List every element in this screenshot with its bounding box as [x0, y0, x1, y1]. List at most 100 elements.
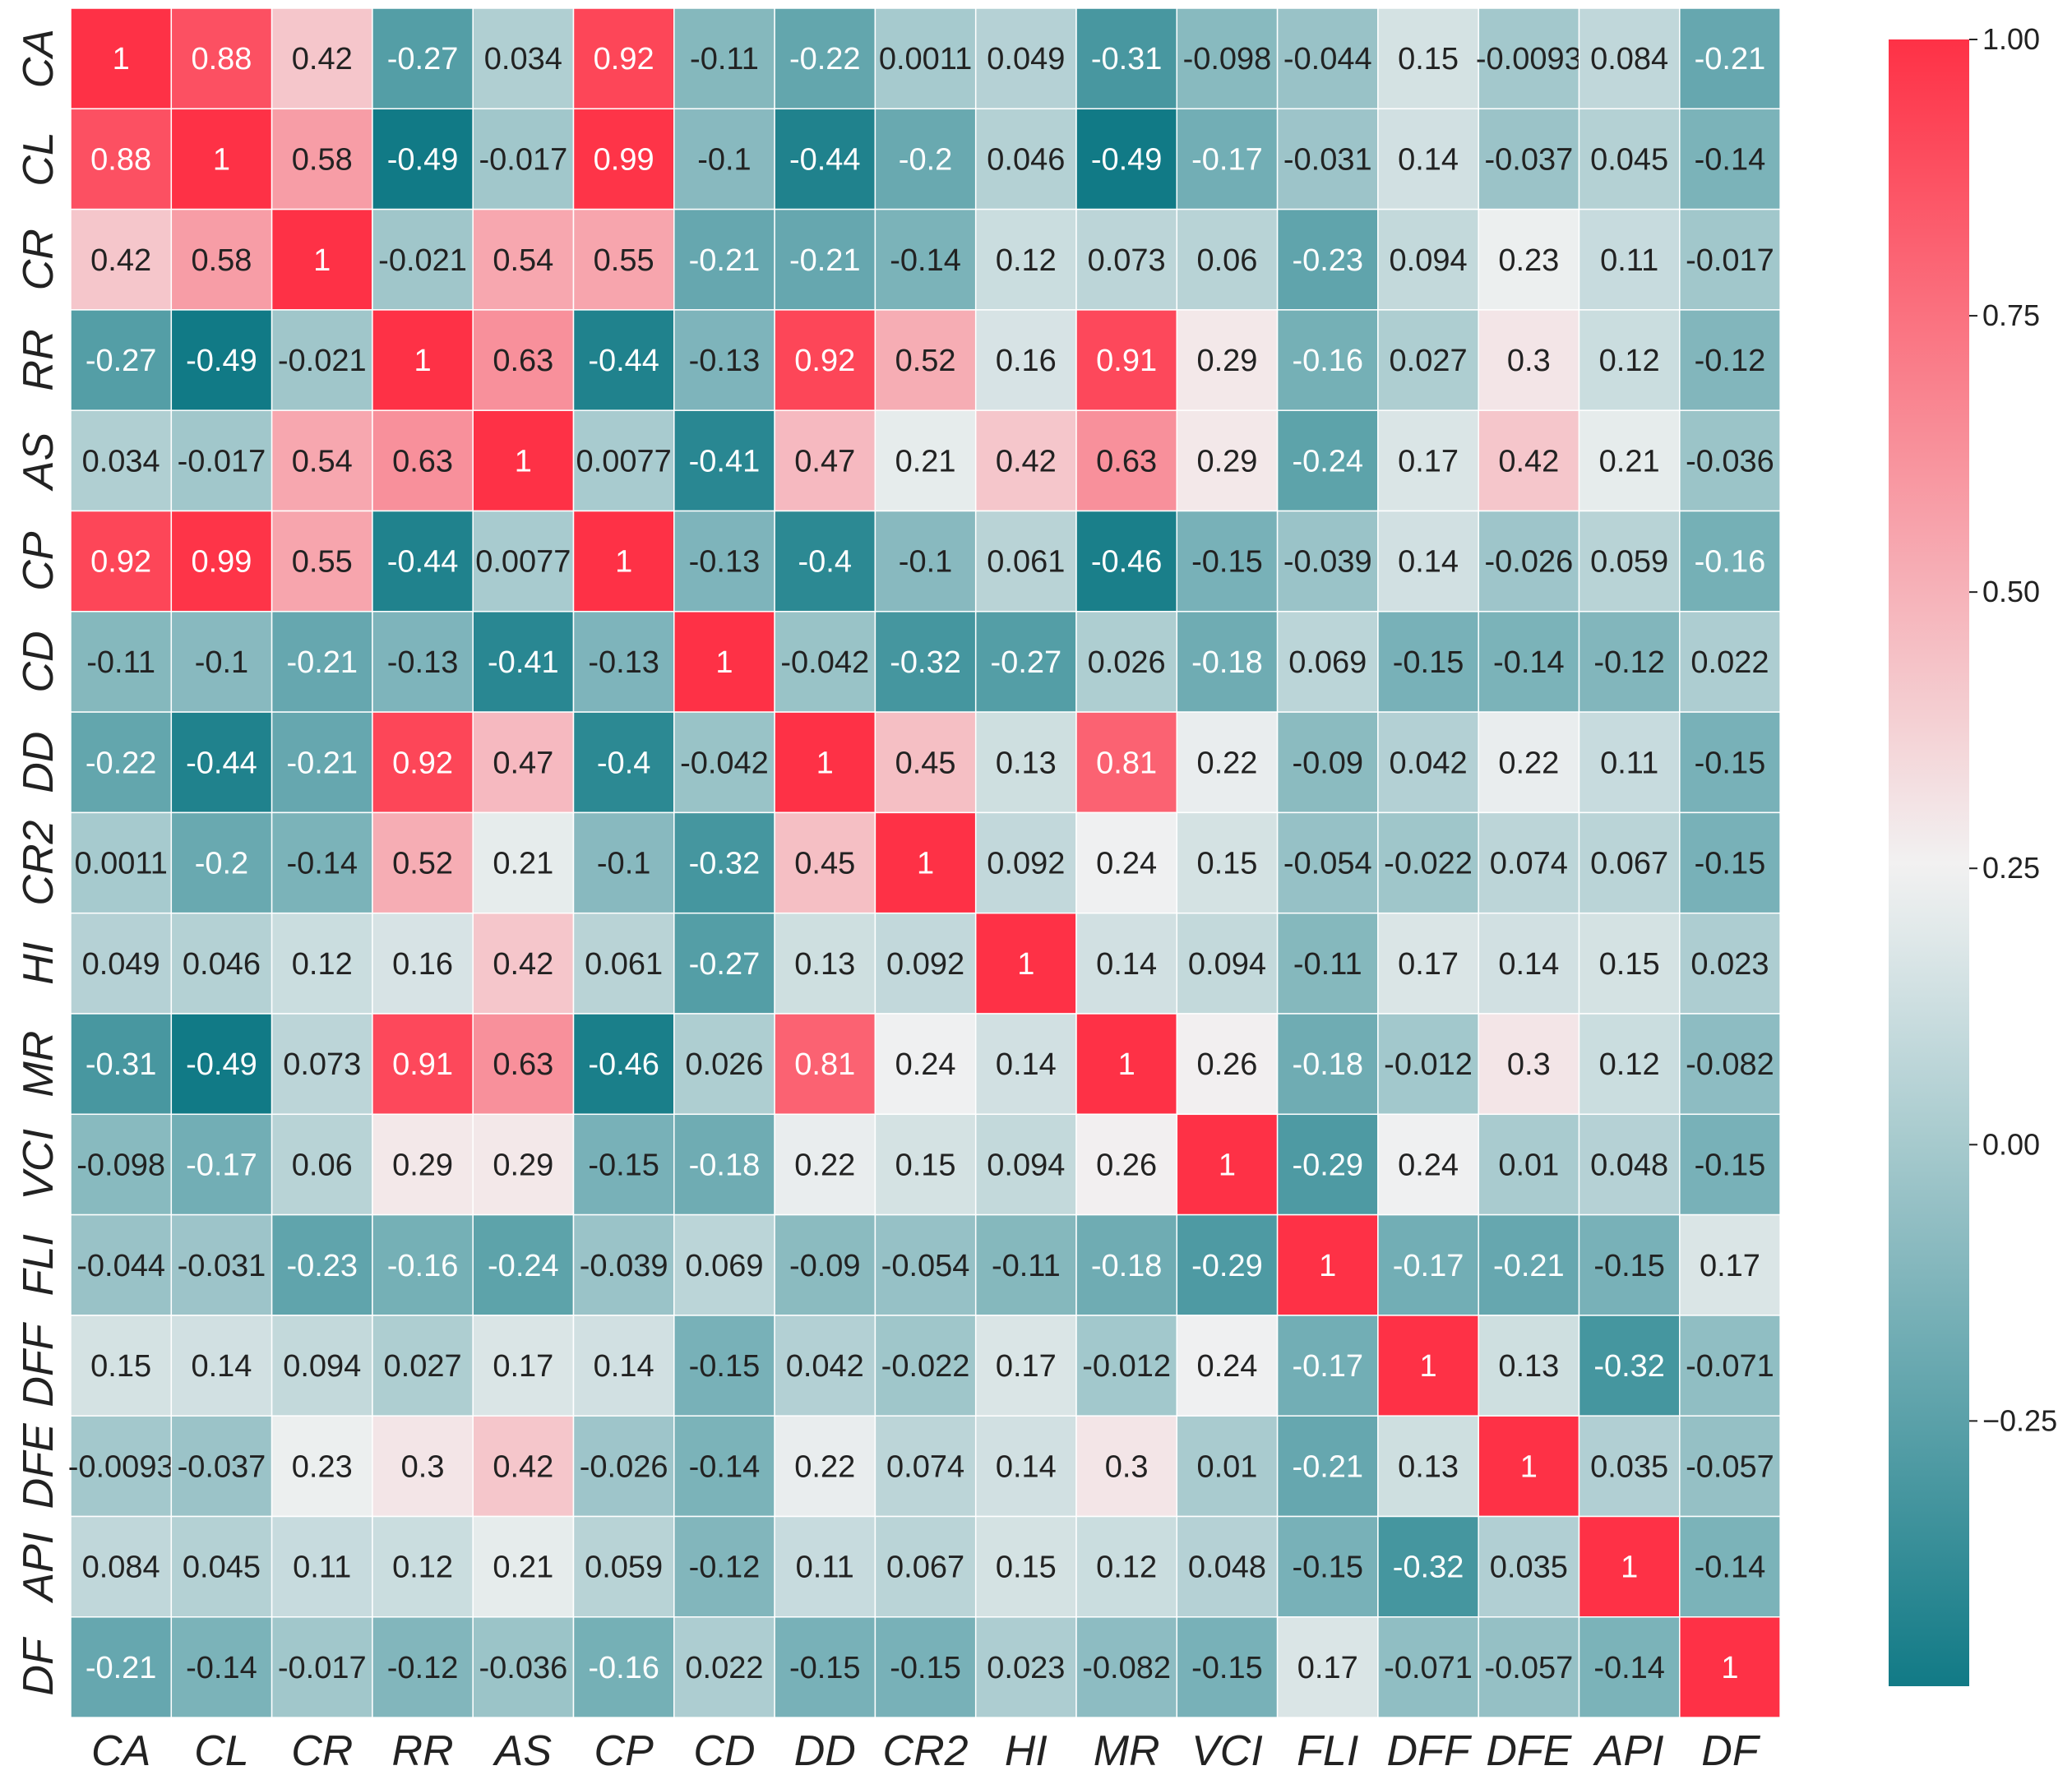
heatmap-cell-CA-AS	[472, 7, 575, 110]
heatmap-cell-value: -0.082	[1082, 1651, 1171, 1685]
colorbar-tick-label: −0.25	[1982, 1403, 2057, 1437]
heatmap-cell-DF-CR2	[874, 1616, 977, 1718]
heatmap-cell-value: 0.061	[987, 545, 1065, 580]
heatmap-cell-AS-DF	[1679, 409, 1781, 512]
heatmap-cell-value: 0.046	[183, 947, 261, 982]
heatmap-cell-CR2-API	[1578, 811, 1681, 914]
y-tick-label: VCI	[15, 1129, 62, 1200]
heatmap-cell-CA-DF	[1679, 7, 1781, 110]
heatmap-cell-value: -0.49	[1091, 142, 1163, 177]
x-tick-label: RR	[391, 1727, 453, 1775]
heatmap-cell-value: 0.042	[1390, 746, 1468, 780]
heatmap-cell-API-HI	[974, 1515, 1077, 1618]
heatmap-cell-value: -0.15	[789, 1651, 861, 1685]
heatmap-cell-value: -0.31	[86, 1047, 157, 1082]
heatmap-cell-value: 0.14	[1096, 947, 1157, 982]
heatmap-cell-value: 0.12	[292, 947, 353, 982]
heatmap-cell-RR-API	[1578, 309, 1681, 411]
heatmap-cell-CA-CA	[70, 7, 173, 110]
heatmap-cell-value: 0.29	[493, 1148, 553, 1182]
x-tick-label: CP	[594, 1727, 654, 1775]
heatmap-cell-value: -0.036	[479, 1651, 567, 1685]
heatmap-cell-value: -0.017	[479, 142, 567, 177]
y-tick-label: DD	[15, 732, 62, 793]
heatmap-cell-value: 0.52	[895, 344, 956, 378]
heatmap-cell-value: 0.63	[392, 444, 453, 478]
heatmap-cell-DFE-CL	[170, 1415, 273, 1518]
heatmap-cell-DFE-DF	[1679, 1415, 1781, 1518]
heatmap-cell-value: 0.15	[895, 1148, 956, 1182]
heatmap-cell-value: -0.23	[1292, 243, 1363, 278]
heatmap-cell-DFF-CD	[673, 1315, 775, 1417]
heatmap-cell-value: 0.14	[1398, 545, 1459, 580]
heatmap-cell-value: -0.022	[1384, 847, 1473, 881]
heatmap-cell-value: 0.3	[1507, 344, 1551, 378]
heatmap-cell-value: 0.13	[996, 746, 1057, 780]
heatmap-cell-value: 0.63	[493, 1047, 553, 1082]
colorbar: 1.00 0.75 0.50 0.25 0.00 −0.25	[1889, 22, 2057, 1686]
heatmap-cell-HI-FLI	[1276, 912, 1379, 1015]
heatmap-cell-value: -0.15	[1393, 645, 1464, 680]
heatmap-cell-value: 1	[917, 847, 934, 881]
heatmap-cells: 1 0.88 0.42 -0.27 0.034 0.92 -0.11 -0.22 0.0011 0…	[68, 7, 1781, 1718]
heatmap-cell-value: -0.09	[1292, 746, 1363, 780]
heatmap-cell-value: 0.23	[292, 1449, 353, 1484]
heatmap-cell-value: -0.32	[1393, 1551, 1464, 1585]
heatmap-cell-value: 0.034	[82, 444, 160, 478]
heatmap-cell-value: -0.017	[278, 1651, 367, 1685]
heatmap-cell-value: -0.2	[195, 847, 248, 881]
heatmap-cell-DD-DF	[1679, 711, 1781, 814]
y-tick-label: AS	[15, 432, 62, 492]
heatmap-cell-value: 1	[1419, 1349, 1436, 1384]
heatmap-cell-CA-HI	[974, 7, 1077, 110]
heatmap-cell-HI-RR	[372, 912, 474, 1015]
heatmap-cell-FLI-VCI	[1176, 1213, 1279, 1316]
heatmap-cell-DF-CR	[271, 1616, 373, 1718]
heatmap-cell-value: 0.92	[90, 545, 151, 580]
heatmap-cell-value: -0.036	[1686, 444, 1774, 478]
heatmap-cell-value: -0.31	[1091, 42, 1163, 76]
heatmap-cell-AS-MR	[1075, 409, 1178, 512]
heatmap-cell-FLI-CR	[271, 1213, 373, 1316]
heatmap-cell-value: 0.022	[1690, 645, 1769, 680]
heatmap-cell-value: -0.11	[992, 1249, 1061, 1283]
heatmap-cell-value: -0.14	[890, 243, 961, 278]
heatmap-cell-value: 0.24	[1196, 1349, 1257, 1384]
heatmap-cell-CD-MR	[1075, 611, 1178, 713]
heatmap-cell-value: -0.15	[890, 1651, 961, 1685]
heatmap-cell-value: -0.15	[1191, 1651, 1263, 1685]
heatmap-cell-value: 0.0077	[475, 545, 571, 580]
x-tick-label: DFE	[1486, 1727, 1572, 1775]
heatmap-cell-value: 1	[1621, 1551, 1638, 1585]
heatmap-cell-DFF-DD	[774, 1315, 876, 1417]
heatmap-cell-value: -0.039	[1283, 545, 1372, 580]
heatmap-cell-VCI-DF	[1679, 1113, 1781, 1216]
heatmap-cell-MR-DF	[1679, 1013, 1781, 1116]
heatmap-cell-CD-HI	[974, 611, 1077, 713]
heatmap-cell-MR-CD	[673, 1013, 775, 1116]
heatmap-cell-value: 0.046	[987, 142, 1065, 177]
heatmap-cell-DF-DFF	[1377, 1616, 1479, 1718]
y-tick-label: DF	[15, 1636, 62, 1696]
heatmap-cell-value: 0.47	[794, 444, 855, 478]
heatmap-cell-value: 0.027	[1390, 344, 1468, 378]
heatmap-cell-value: -0.044	[76, 1249, 165, 1283]
heatmap-cell-CD-CR	[271, 611, 373, 713]
heatmap-cell-DD-FLI	[1276, 711, 1379, 814]
heatmap-cell-value: 0.094	[1188, 947, 1266, 982]
heatmap-cell-value: -0.1	[195, 645, 248, 680]
heatmap-cell-value: 1	[1017, 947, 1034, 982]
heatmap-cell-value: -0.21	[86, 1651, 157, 1685]
x-tick-label: DF	[1701, 1727, 1761, 1775]
heatmap-cell-MR-CR2	[874, 1013, 977, 1116]
heatmap-cell-value: 0.54	[493, 243, 553, 278]
heatmap-cell-value: -0.24	[1292, 444, 1363, 478]
heatmap-cell-value: 0.023	[1690, 947, 1769, 982]
heatmap-cell-RR-CR	[271, 309, 373, 411]
heatmap-cell-value: 1	[1520, 1449, 1538, 1484]
heatmap-cell-value: -0.021	[278, 344, 367, 378]
heatmap-cell-value: 0.092	[987, 847, 1065, 881]
heatmap-cell-DF-HI	[974, 1616, 1077, 1718]
heatmap-cell-RR-HI	[974, 309, 1077, 411]
heatmap-cell-CR-RR	[372, 208, 474, 311]
